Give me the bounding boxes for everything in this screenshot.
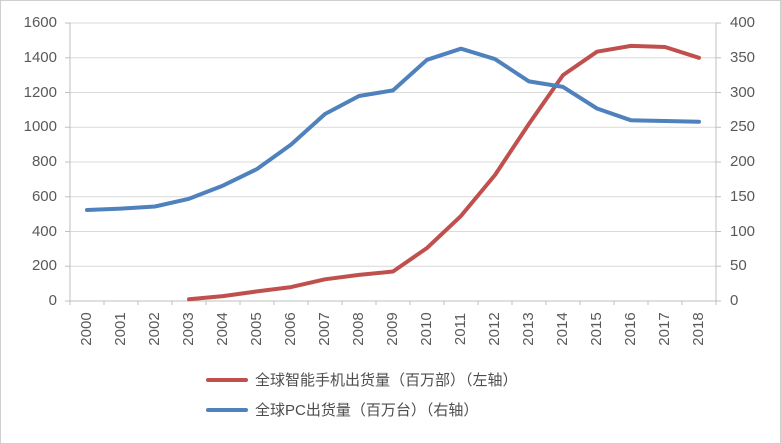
pc-line-swatch xyxy=(206,407,248,412)
legend: 全球智能手机出货量（百万部）（左轴） 全球PC出货量（百万台）（右轴） xyxy=(206,369,518,420)
right-axis-tick-label: 350 xyxy=(730,48,756,66)
legend-label-smartphone: 全球智能手机出货量（百万部）（左轴） xyxy=(255,372,518,389)
x-axis-tick-label: 2008 xyxy=(350,312,367,346)
right-axis-tick-label: 0 xyxy=(730,292,739,309)
x-axis-tick-label: 2016 xyxy=(622,312,639,346)
right-axis-tick-label: 250 xyxy=(730,118,756,136)
pc-series-line xyxy=(85,46,701,212)
right-axis-tick-label: 50 xyxy=(730,257,747,275)
x-axis-tick-label: 2003 xyxy=(180,312,197,346)
x-axis-tick-label: 2000 xyxy=(78,312,95,346)
x-axis-tick-label: 2010 xyxy=(418,312,435,346)
x-axis-tick-label: 2014 xyxy=(554,312,571,346)
x-axis-tick-label: 2015 xyxy=(588,312,605,346)
left-axis-tick-label: 800 xyxy=(31,153,57,170)
left-axis-tick-label: 200 xyxy=(31,257,57,275)
x-axis-tick-label: 2011 xyxy=(452,312,469,346)
legend-item-smartphone: 全球智能手机出货量（百万部）（左轴） xyxy=(206,369,518,390)
x-axis-tick-label: 2006 xyxy=(282,312,299,346)
x-axis-tick-label: 2012 xyxy=(486,312,503,346)
left-axis-tick-label: 1400 xyxy=(23,48,57,66)
x-axis-tick-label: 2005 xyxy=(248,312,265,346)
right-axis-tick-label: 400 xyxy=(730,14,756,31)
right-axis-tick-label: 300 xyxy=(730,83,756,101)
left-axis-tick-label: 600 xyxy=(31,187,57,205)
smartphone-series-line xyxy=(187,43,701,302)
smartphone-line-swatch xyxy=(206,377,248,382)
left-axis-tick-label: 400 xyxy=(31,222,57,240)
x-axis-tick-label: 2004 xyxy=(214,312,231,346)
left-axis-tick-label: 1200 xyxy=(23,83,57,101)
right-axis-tick-label: 200 xyxy=(730,153,756,170)
x-axis-tick-label: 2017 xyxy=(656,312,673,346)
x-axis-tick-label: 2002 xyxy=(146,312,163,346)
legend-label-pc: 全球PC出货量（百万台）（右轴） xyxy=(255,402,479,419)
x-axis-tick-label: 2001 xyxy=(112,312,129,346)
left-axis-tick-label: 0 xyxy=(48,292,57,309)
x-axis-tick-label: 2018 xyxy=(690,312,707,346)
x-axis-tick-label: 2007 xyxy=(316,312,333,346)
x-axis-tick-label: 2013 xyxy=(520,312,537,346)
right-axis-tick-label: 150 xyxy=(730,187,756,205)
x-axis-tick-label: 2009 xyxy=(384,312,401,346)
left-axis-tick-label: 1600 xyxy=(23,14,57,31)
legend-item-pc: 全球PC出货量（百万台）（右轴） xyxy=(206,399,518,420)
left-axis-tick-label: 1000 xyxy=(23,118,57,136)
right-axis-tick-label: 100 xyxy=(730,222,756,240)
